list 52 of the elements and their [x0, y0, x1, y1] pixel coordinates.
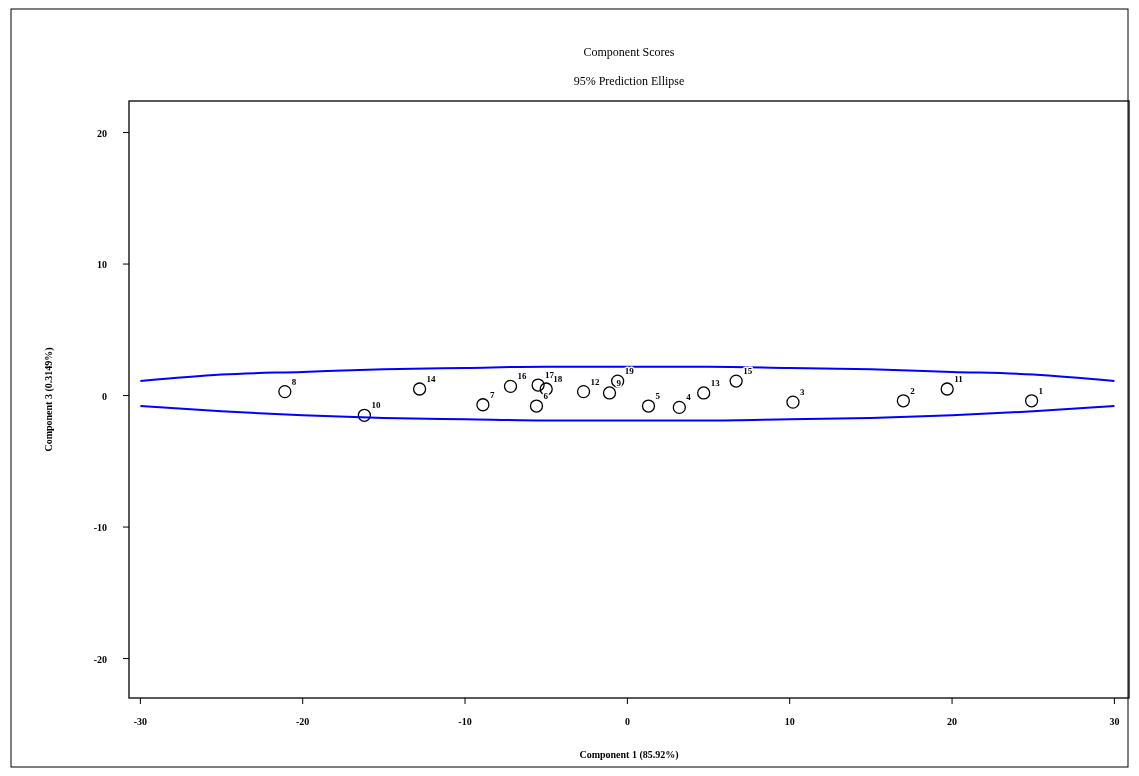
y-tick-label: 20 [97, 127, 107, 139]
point [357, 408, 372, 422]
x-tick-label: 10 [784, 716, 795, 727]
annotation: 13 [710, 377, 721, 388]
point [503, 379, 518, 393]
point [278, 384, 292, 399]
y-tick-label: -20 [93, 653, 107, 665]
annotation: 9 [616, 377, 622, 388]
point [641, 399, 656, 413]
point [672, 400, 686, 415]
point [940, 382, 954, 396]
annotation: 15 [743, 366, 753, 377]
x-tick-label: 30 [1109, 716, 1120, 727]
annotation: 16 [517, 371, 527, 382]
annotation: 1 [1038, 385, 1044, 396]
x-tick-label: -30 [133, 716, 148, 727]
annotation: 8 [291, 376, 297, 387]
point [729, 374, 743, 388]
annotation: 6 [543, 391, 549, 402]
x-tick-label: 20 [947, 716, 958, 727]
y-tick-label: 0 [102, 390, 107, 402]
point [529, 399, 544, 413]
annotation: 19 [624, 366, 635, 377]
annotation: 5 [655, 391, 661, 402]
annotation: 18 [553, 373, 563, 384]
annotation: 3 [799, 387, 805, 398]
point [602, 386, 617, 400]
point [412, 382, 427, 396]
point [531, 378, 545, 392]
point [786, 395, 800, 409]
x-tick-label: -10 [458, 716, 472, 727]
point [576, 384, 591, 399]
x-tick-label: 0 [624, 716, 630, 727]
annotation: 17 [545, 370, 555, 381]
point [476, 398, 490, 412]
annotation: 7 [489, 389, 495, 400]
annotation: 4 [686, 392, 692, 403]
chart-title: Component Scores [583, 45, 675, 59]
y-tick-label: 10 [97, 259, 107, 271]
point [697, 386, 711, 400]
chart-subtitle: 95% Prediction Ellipse [573, 74, 685, 88]
annotation: 11 [954, 373, 964, 384]
y-tick-label: -10 [93, 522, 107, 534]
point [896, 394, 910, 408]
annotation: 2 [910, 385, 916, 396]
point [1024, 394, 1039, 408]
x-tick-label: -20 [296, 716, 310, 727]
x-axis-title: Component 1 (85.92%) [579, 749, 679, 761]
y-axis-title: Component 3 (0.3149%) [43, 347, 55, 452]
annotation: 10 [371, 400, 381, 411]
annotation: 14 [426, 373, 437, 384]
annotation: 12 [590, 376, 601, 387]
